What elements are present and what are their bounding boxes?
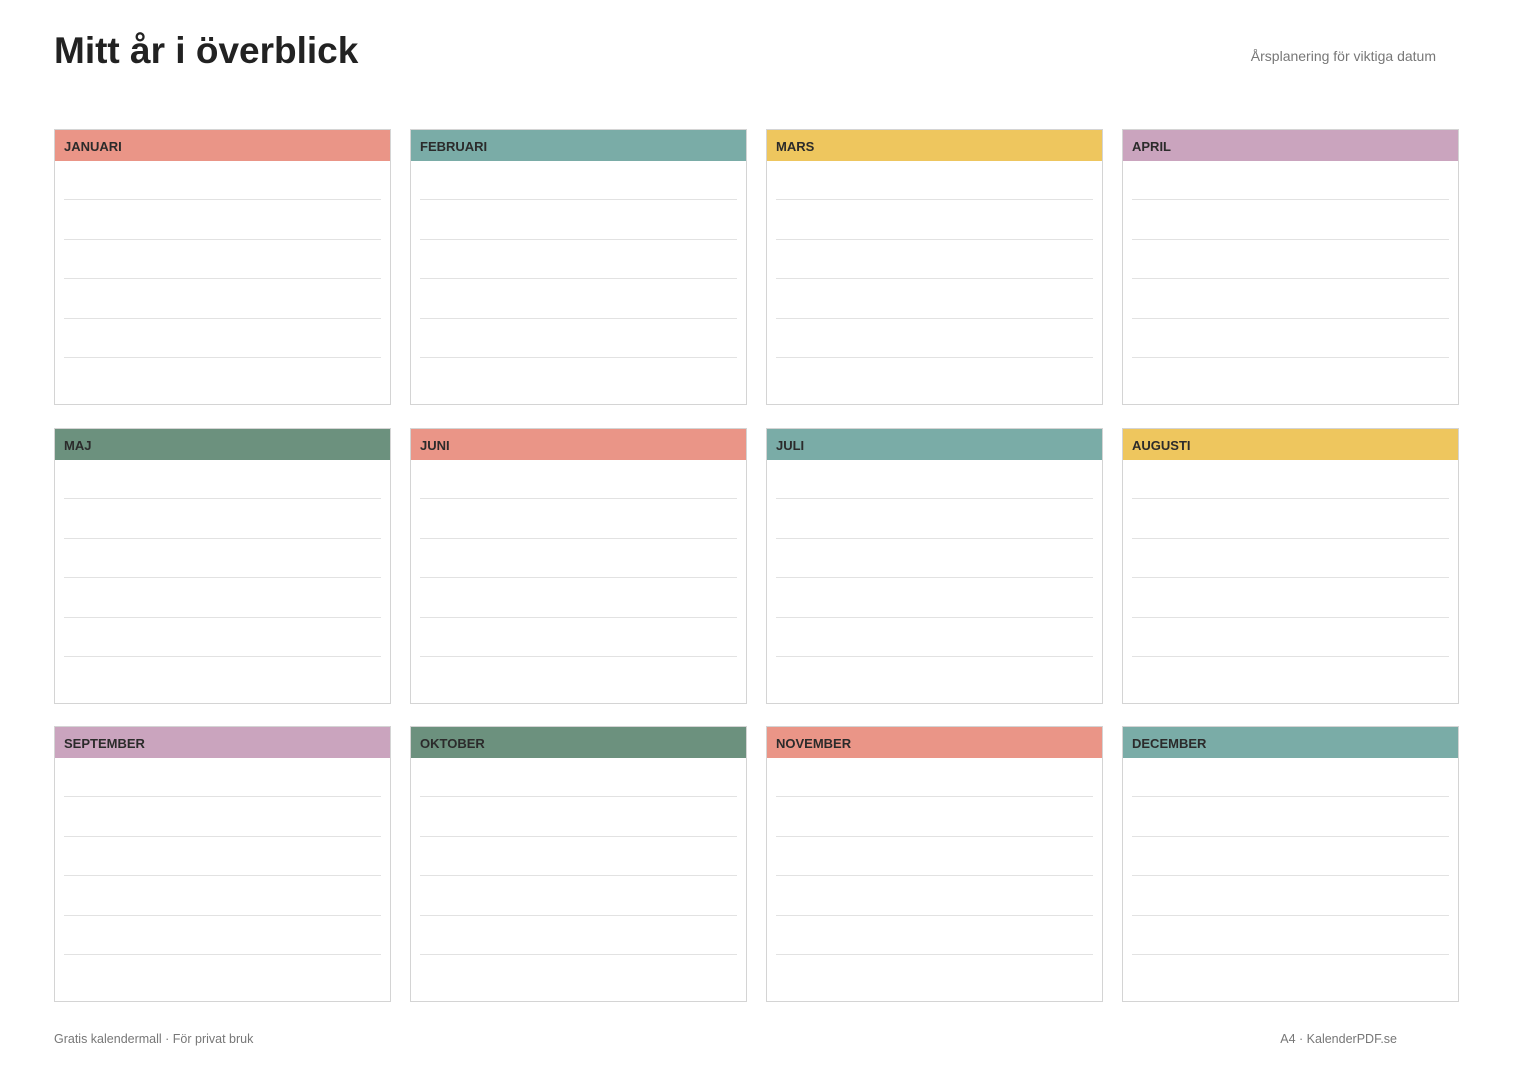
note-line (1132, 317, 1449, 319)
note-line (776, 835, 1093, 837)
note-line (776, 317, 1093, 319)
note-line (420, 616, 737, 618)
note-line (776, 498, 1093, 499)
note-line (776, 954, 1093, 956)
month-card: OKTOBER (410, 726, 747, 1002)
note-line (64, 875, 381, 877)
note-line (420, 199, 737, 200)
note-line (1132, 656, 1449, 658)
note-line (1132, 616, 1449, 618)
month-header: JUNI (411, 429, 746, 460)
note-line (64, 278, 381, 280)
note-line (420, 357, 737, 359)
note-line (420, 656, 737, 658)
note-line (64, 357, 381, 359)
note-line (1132, 278, 1449, 280)
note-line (776, 796, 1093, 797)
subtitle: Årsplanering för viktiga datum (1250, 48, 1436, 64)
note-line (420, 875, 737, 877)
note-line (420, 537, 737, 539)
month-header: DECEMBER (1123, 727, 1458, 758)
note-line (420, 238, 737, 240)
note-line (420, 796, 737, 797)
month-card: DECEMBER (1122, 726, 1459, 1002)
month-card: AUGUSTI (1122, 428, 1459, 704)
month-header: APRIL (1123, 130, 1458, 161)
note-line (420, 835, 737, 837)
note-line (420, 577, 737, 579)
month-card: MARS (766, 129, 1103, 405)
note-line (1132, 835, 1449, 837)
note-line (776, 914, 1093, 916)
note-line (1132, 238, 1449, 240)
month-header: AUGUSTI (1123, 429, 1458, 460)
note-line (420, 498, 737, 499)
month-card: JUNI (410, 428, 747, 704)
note-line (776, 537, 1093, 539)
note-line (776, 616, 1093, 618)
month-header: JULI (767, 429, 1102, 460)
note-line (1132, 875, 1449, 877)
note-line (1132, 954, 1449, 956)
note-line (1132, 498, 1449, 499)
month-header: SEPTEMBER (55, 727, 390, 758)
note-line (420, 914, 737, 916)
note-line (776, 199, 1093, 200)
footer-right: A4 · KalenderPDF.se (1280, 1032, 1397, 1046)
note-line (776, 238, 1093, 240)
note-line (64, 199, 381, 200)
note-line (776, 875, 1093, 877)
month-header: MARS (767, 130, 1102, 161)
note-line (1132, 796, 1449, 797)
note-line (64, 954, 381, 956)
note-line (64, 238, 381, 240)
month-header: MAJ (55, 429, 390, 460)
note-line (1132, 914, 1449, 916)
note-line (64, 577, 381, 579)
month-card: MAJ (54, 428, 391, 704)
note-line (420, 278, 737, 280)
footer-left: Gratis kalendermall · För privat bruk (54, 1032, 254, 1046)
month-card: SEPTEMBER (54, 726, 391, 1002)
note-line (64, 796, 381, 797)
month-card: FEBRUARI (410, 129, 747, 405)
note-line (776, 577, 1093, 579)
note-line (64, 656, 381, 658)
month-card: JANUARI (54, 129, 391, 405)
month-header: FEBRUARI (411, 130, 746, 161)
month-card: JULI (766, 428, 1103, 704)
note-line (1132, 199, 1449, 200)
month-card: APRIL (1122, 129, 1459, 405)
month-card: NOVEMBER (766, 726, 1103, 1002)
month-header: OKTOBER (411, 727, 746, 758)
note-line (1132, 577, 1449, 579)
note-line (64, 317, 381, 319)
note-line (1132, 357, 1449, 359)
note-line (64, 616, 381, 618)
title: Mitt år i överblick (54, 30, 359, 71)
month-header: JANUARI (55, 130, 390, 161)
month-header: NOVEMBER (767, 727, 1102, 758)
note-line (1132, 537, 1449, 539)
note-line (64, 835, 381, 837)
note-line (420, 317, 737, 319)
note-line (776, 278, 1093, 280)
note-line (776, 656, 1093, 658)
note-line (64, 498, 381, 499)
note-line (776, 357, 1093, 359)
note-line (64, 537, 381, 539)
note-line (420, 954, 737, 956)
note-line (64, 914, 381, 916)
